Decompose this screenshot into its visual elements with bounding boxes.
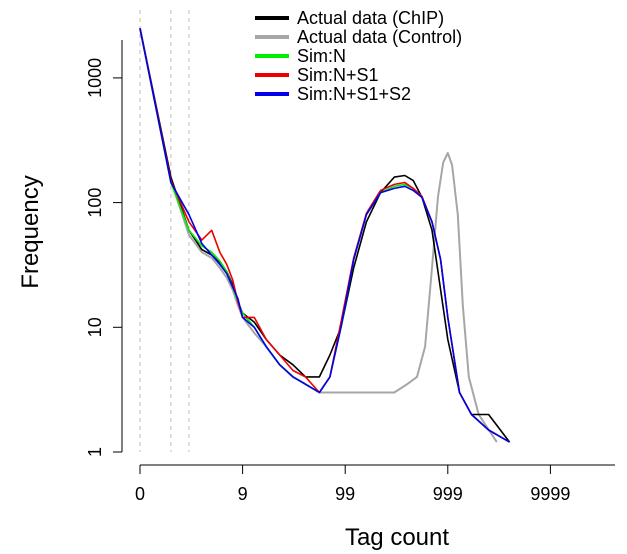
- legend-label: Actual data (ChIP): [297, 8, 444, 28]
- legend-label: Actual data (Control): [297, 27, 462, 47]
- x-tick-label: 999: [433, 484, 463, 504]
- legend-label: Sim:N: [297, 46, 346, 66]
- y-tick-label: 1000: [85, 58, 105, 98]
- y-axis-ticks: 1 10 100 1000: [85, 58, 122, 457]
- y-tick-label: 10: [85, 317, 105, 337]
- legend: Actual data (ChIP)Actual data (Control)S…: [255, 8, 462, 104]
- vertical-guide-lines: [139, 10, 190, 452]
- x-tick-label: 0: [135, 484, 145, 504]
- x-axis-ticks: 0 9 99 999 9999: [135, 465, 570, 504]
- x-axis-label: Tag count: [345, 524, 449, 551]
- series-lines: [139, 28, 511, 443]
- y-tick-label: 100: [85, 188, 105, 218]
- x-tick-label: 9: [238, 484, 248, 504]
- y-axis-label: Frequency: [17, 175, 44, 288]
- series-line-1: [139, 28, 498, 443]
- x-tick-label: 99: [335, 484, 355, 504]
- legend-label: Sim:N+S1: [297, 65, 379, 85]
- y-tick-label: 1: [85, 447, 105, 457]
- series-line-4: [139, 28, 510, 443]
- x-tick-label: 9999: [530, 484, 570, 504]
- legend-label: Sim:N+S1+S2: [297, 84, 411, 104]
